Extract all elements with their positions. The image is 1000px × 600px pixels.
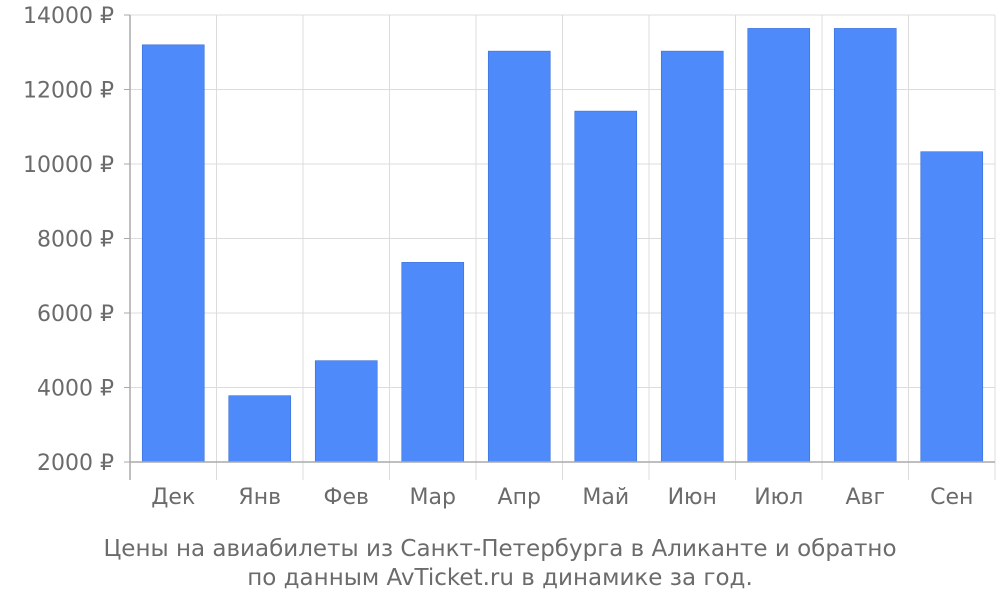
y-tick-label: 14000 ₽ (23, 4, 114, 29)
bars (141, 28, 984, 463)
chart-caption-line-2: по данным AvTicket.ru в динамике за год. (247, 565, 753, 591)
bar-chart: 2000 ₽ 4000 ₽ 6000 ₽ 8000 ₽ 10000 ₽ 12000 ₽ 14… (23, 4, 996, 510)
axes (124, 14, 995, 480)
bar (487, 50, 551, 463)
y-tick-label: 10000 ₽ (23, 153, 114, 178)
bar (141, 44, 205, 463)
y-axis-tick-labels: 2000 ₽ 4000 ₽ 6000 ₽ 8000 ₽ 10000 ₽ 12000 ₽ 14… (23, 4, 114, 476)
bar (833, 28, 897, 463)
y-tick-label: 12000 ₽ (23, 79, 114, 104)
x-tick-label: Авг (845, 485, 885, 510)
bar (401, 262, 465, 463)
bar (920, 151, 984, 463)
chart-caption-line-1: Цены на авиабилеты из Санкт-Петербурга в… (103, 536, 897, 562)
bar (314, 360, 378, 463)
x-tick-label: Мар (410, 485, 456, 510)
x-tick-label: Янв (238, 485, 281, 510)
x-tick-label: Апр (498, 485, 541, 510)
y-tick-label: 6000 ₽ (37, 302, 114, 327)
x-tick-label: Сен (930, 485, 973, 510)
bar (660, 50, 724, 463)
x-tick-label: Июн (668, 485, 717, 510)
x-tick-label: Май (582, 485, 629, 510)
bar (574, 110, 638, 463)
bar (747, 28, 811, 463)
y-tick-label: 8000 ₽ (37, 228, 114, 253)
x-tick-label: Фев (324, 485, 369, 510)
x-tick-label: Июл (754, 485, 803, 510)
grid-lines (129, 14, 996, 480)
y-tick-label: 2000 ₽ (37, 451, 114, 476)
bar (228, 395, 292, 463)
x-tick-label: Дек (151, 485, 195, 510)
y-tick-label: 4000 ₽ (37, 377, 114, 402)
x-axis-tick-labels: Дек Янв Фев Мар Апр Май Июн Июл Авг Сен (151, 485, 973, 510)
